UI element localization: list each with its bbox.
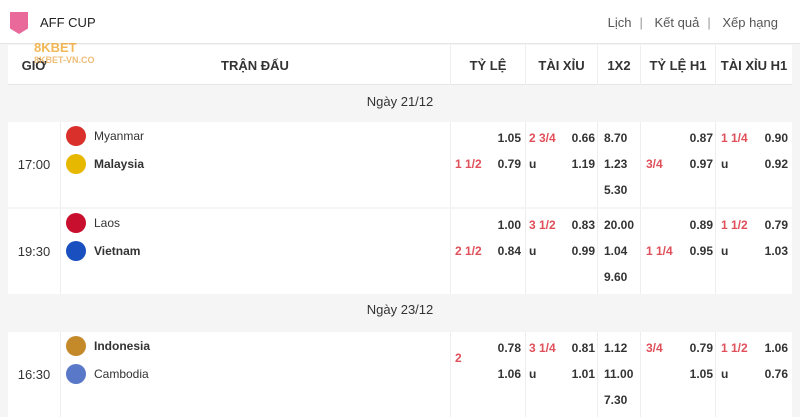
nav-schedule[interactable]: Lịch xyxy=(607,15,632,30)
col-1x2: 1X2 xyxy=(597,45,640,85)
over-under-h1-line: 1 1/2 xyxy=(721,341,748,355)
handicap-line: 2 xyxy=(455,351,462,365)
col-over-under-h1: TÀI XỈU H1 xyxy=(715,45,792,85)
under-odds[interactable]: 1.01 xyxy=(571,367,595,381)
over-under-h1-line: 1 1/2 xyxy=(721,218,748,232)
under-label: u xyxy=(529,244,537,258)
odds-draw[interactable]: 9.60 xyxy=(604,270,628,284)
under-h1-label: u xyxy=(721,157,729,171)
league-title: AFF CUP xyxy=(40,15,96,30)
odds-home-win[interactable]: 8.70 xyxy=(604,131,628,145)
match-row[interactable]: 16:30 Indonesia Cambodia 2 0.78 1.06 3 1… xyxy=(8,332,792,417)
match-time: 19:30 xyxy=(17,244,51,259)
over-h1-odds[interactable]: 1.06 xyxy=(764,341,788,355)
handicap-h1-line: 3/4 xyxy=(646,157,663,171)
over-odds[interactable]: 0.81 xyxy=(571,341,595,355)
home-flag-icon xyxy=(66,126,86,146)
handicap-h1-line: 1 1/4 xyxy=(646,244,673,258)
match-time: 17:00 xyxy=(17,157,51,172)
over-h1-odds[interactable]: 0.90 xyxy=(764,131,788,145)
handicap-odds-away[interactable]: 1.06 xyxy=(497,367,521,381)
handicap-h1-line: 3/4 xyxy=(646,341,663,355)
away-team[interactable]: Cambodia xyxy=(66,364,149,384)
nav: Lịch | Kết quả | Xếp hạng xyxy=(604,15,782,30)
handicap-line: 2 1/2 xyxy=(455,244,482,258)
divider: | xyxy=(707,15,711,30)
odds-away-win[interactable]: 1.23 xyxy=(604,157,628,171)
handicap-line: 1 1/2 xyxy=(455,157,482,171)
aff-cup-logo-icon xyxy=(10,12,28,34)
away-flag-icon xyxy=(66,364,86,384)
under-h1-label: u xyxy=(721,244,729,258)
col-over-under: TÀI XỈU xyxy=(525,45,597,85)
odds-home-win[interactable]: 1.12 xyxy=(604,341,628,355)
col-match: TRẬN ĐẤU xyxy=(221,57,289,73)
date-row: Ngày 23/12 xyxy=(366,301,434,317)
handicap-odds-home[interactable]: 1.05 xyxy=(497,131,521,145)
away-flag-icon xyxy=(66,241,86,261)
nav-results[interactable]: Kết quả xyxy=(654,15,700,30)
under-h1-odds[interactable]: 1.03 xyxy=(764,244,788,258)
nav-standings[interactable]: Xếp hạng xyxy=(722,15,778,30)
col-time: GIỜ xyxy=(21,57,47,73)
match-row[interactable]: 17:00 Myanmar Malaysia 1 1/2 1.05 0.79 2… xyxy=(8,122,792,207)
date-row: Ngày 21/12 xyxy=(366,93,434,109)
odds-draw[interactable]: 5.30 xyxy=(604,183,628,197)
away-flag-icon xyxy=(66,154,86,174)
over-under-h1-line: 1 1/4 xyxy=(721,131,748,145)
handicap-odds-away[interactable]: 0.84 xyxy=(497,244,521,258)
home-team[interactable]: Indonesia xyxy=(66,336,150,356)
under-odds[interactable]: 1.19 xyxy=(571,157,595,171)
away-team[interactable]: Vietnam xyxy=(66,241,140,261)
under-odds[interactable]: 0.99 xyxy=(571,244,595,258)
over-h1-odds[interactable]: 0.79 xyxy=(764,218,788,232)
under-label: u xyxy=(529,367,537,381)
handicap-odds-away[interactable]: 0.79 xyxy=(497,157,521,171)
handicap-odds-home[interactable]: 1.00 xyxy=(497,218,521,232)
table-header: GIỜ TRẬN ĐẤU TỶ LỆ TÀI XỈU 1X2 TỶ LỆ H1 … xyxy=(8,45,792,85)
handicap-h1-odds-home[interactable]: 0.79 xyxy=(689,341,713,355)
col-handicap-h1: TỶ LỆ H1 xyxy=(640,45,715,85)
odds-away-win[interactable]: 11.00 xyxy=(604,367,634,381)
col-handicap: TỶ LỆ xyxy=(450,45,525,85)
handicap-h1-odds-home[interactable]: 0.89 xyxy=(689,218,713,232)
over-odds[interactable]: 0.83 xyxy=(571,218,595,232)
match-row[interactable]: 19:30 Laos Vietnam 2 1/2 1.00 0.84 3 1/2… xyxy=(8,209,792,294)
home-team[interactable]: Laos xyxy=(66,213,120,233)
top-bar: AFF CUP Lịch | Kết quả | Xếp hạng xyxy=(0,0,800,44)
handicap-odds-home[interactable]: 0.78 xyxy=(497,341,521,355)
home-team[interactable]: Myanmar xyxy=(66,126,144,146)
handicap-h1-odds-away[interactable]: 0.97 xyxy=(689,157,713,171)
away-team[interactable]: Malaysia xyxy=(66,154,144,174)
under-h1-odds[interactable]: 0.92 xyxy=(764,157,788,171)
over-under-line: 3 1/4 xyxy=(529,341,556,355)
over-odds[interactable]: 0.66 xyxy=(571,131,595,145)
divider: | xyxy=(639,15,643,30)
match-time: 16:30 xyxy=(17,367,51,382)
home-flag-icon xyxy=(66,336,86,356)
odds-draw[interactable]: 7.30 xyxy=(604,393,628,407)
handicap-h1-odds-away[interactable]: 0.95 xyxy=(689,244,713,258)
odds-home-win[interactable]: 20.00 xyxy=(604,218,635,232)
watermark: 8KBET 8KBET-VN.CO xyxy=(34,40,95,65)
over-under-line: 2 3/4 xyxy=(529,131,556,145)
over-under-line: 3 1/2 xyxy=(529,218,556,232)
under-h1-label: u xyxy=(721,367,729,381)
under-label: u xyxy=(529,157,537,171)
handicap-h1-odds-home[interactable]: 0.87 xyxy=(689,131,713,145)
under-h1-odds[interactable]: 0.76 xyxy=(764,367,788,381)
handicap-h1-odds-away[interactable]: 1.05 xyxy=(689,367,713,381)
home-flag-icon xyxy=(66,213,86,233)
odds-away-win[interactable]: 1.04 xyxy=(604,244,628,258)
